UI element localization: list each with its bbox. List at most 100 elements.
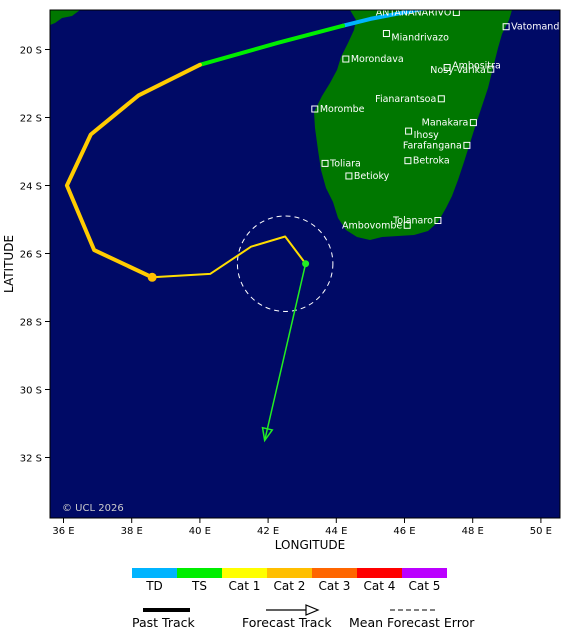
city-marker: Betioky [345,171,390,182]
legend-swatch [402,568,447,578]
city-square-icon [405,127,413,135]
madagascar-landmass [314,10,512,240]
forecast-arrowhead [261,426,274,443]
y-tick-label: 28 S [20,318,42,329]
city-marker: Fianarantsoa [375,94,445,105]
city-label: Morombe [320,104,365,115]
forecast-track-line [263,263,307,441]
legend-category-label: Cat 2 [274,579,306,593]
category-legend: TD TS Cat 1 Cat 2 Cat 3 Cat 4 Cat 5 [132,568,447,593]
city-label: Morondava [351,54,404,65]
storm-track-layer [64,10,428,443]
legend-category-label: Cat 5 [409,579,441,593]
legend-category-label: Cat 4 [364,579,396,593]
y-tick-label: 24 S [20,182,42,193]
city-marker: Ambovombe [342,220,411,231]
y-tick-label: 22 S [20,114,42,125]
city-label: Farafangana [403,140,462,151]
city-marker: Vatomandry [502,22,569,33]
city-label: Miandrivazo [391,33,449,44]
mean-error-legend: Mean Forecast Error [349,609,475,630]
x-tick-label: 50 E [530,526,552,537]
x-tick-label: 46 E [393,526,415,537]
city-label: Vatomandry [511,22,569,33]
city-square-icon [404,157,412,165]
forecast-track-legend: Forecast Track [242,604,332,630]
city-square-icon [437,95,445,103]
past-track-legend-label: Past Track [132,615,195,630]
city-square-icon [321,159,329,167]
past-track-segment [197,23,346,67]
city-layer: ANTANANARIVO Vatomandry Miandrivazo Moronda… [311,7,569,231]
city-square-icon [382,30,390,38]
city-marker: Toliara [321,158,361,169]
city-label: Nosy-Varika [430,65,485,76]
copyright-text: © UCL 2026 [62,503,124,514]
forecast-arrow-icon [305,604,320,616]
city-square-icon [487,65,495,73]
y-tick-label: 26 S [20,250,42,261]
city-square-icon [434,217,442,225]
x-tick-label: 48 E [462,526,484,537]
legend-swatch [312,568,357,578]
city-square-icon [502,23,510,31]
city-marker: Ambositra [443,61,501,72]
city-label: Manakara [422,118,469,129]
legend-swatch [177,568,222,578]
city-marker: Tolanaro [392,216,442,227]
forecast-track-legend-label: Forecast Track [242,615,332,630]
current-position-marker [302,260,310,268]
city-square-icon [463,141,471,149]
city-marker: Betroka [404,156,450,167]
city-marker: Nosy-Varika [430,65,495,76]
x-tick-label: 40 E [189,526,211,537]
city-square-icon [469,119,477,127]
city-square-icon [443,64,451,72]
x-axis-title: LONGITUDE [275,538,345,552]
city-square-icon [345,172,353,180]
city-square-icon [342,55,350,63]
x-tick-label: 36 E [52,526,74,537]
legend-swatch [267,568,312,578]
city-label: Toliara [329,158,361,169]
y-tick-label: 30 S [20,386,42,397]
x-tick-label: 38 E [121,526,143,537]
plot-frame [49,9,561,519]
city-marker: Farafangana [403,140,471,151]
legend-swatch [222,568,267,578]
past-track-segment [151,235,307,279]
past-track-segment [341,10,428,28]
y-tick-label: 32 S [20,454,42,465]
africa-coast [50,10,80,25]
past-position-marker [147,272,157,282]
past-track-segment [64,62,202,280]
city-label: Betioky [354,171,390,182]
mean-forecast-error-circle [236,215,334,312]
city-label: Ambovombe [342,220,402,231]
city-square-icon [452,10,460,16]
legend-swatch [357,568,402,578]
city-square-icon [311,105,319,113]
city-marker: Morombe [311,104,365,115]
city-label: Ihosy [414,130,440,141]
city-label: ANTANANARIVO [376,7,452,18]
city-label: Ambositra [452,61,501,72]
city-marker: Miandrivazo [382,30,449,44]
city-marker: ANTANANARIVO [376,7,460,18]
axis-layer: 36 E 38 E 40 E 42 E 44 E 46 E 48 E 50 E 20 S 22 S… [20,46,552,538]
city-marker: Manakara [422,118,477,129]
legend-category-label: Cat 3 [319,579,351,593]
city-label: Betroka [413,156,450,167]
mean-error-legend-label: Mean Forecast Error [349,615,475,630]
city-marker: Ihosy [405,127,440,141]
x-tick-label: 44 E [325,526,347,537]
legend-category-label: Cat 1 [229,579,261,593]
legend-swatch [132,568,177,578]
city-square-icon [403,221,411,229]
city-marker: Morondava [342,54,404,65]
legend-category-label: TS [191,579,207,593]
y-axis-title: LATITUDE [2,235,16,293]
y-tick-label: 20 S [20,46,42,57]
city-label: Fianarantsoa [375,94,436,105]
